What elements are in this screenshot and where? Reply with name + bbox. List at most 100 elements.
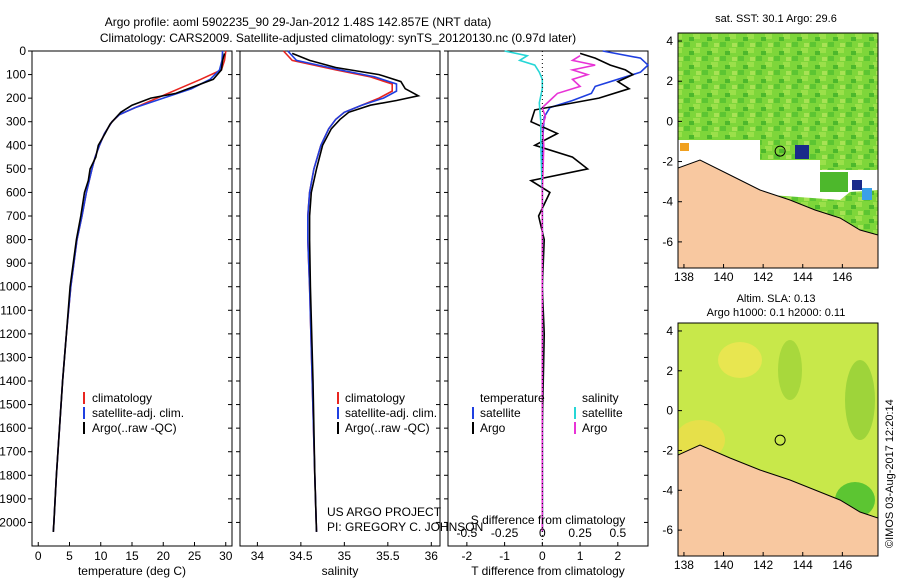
y-tick-label: 1600 [0, 421, 26, 435]
map-y-tick-label: 4 [666, 34, 673, 48]
legend-title-temperature: temperature [480, 391, 545, 405]
argo-position-marker [774, 434, 786, 446]
map-y-tick-label: -2 [662, 443, 673, 457]
y-tick-label: 600 [6, 185, 26, 199]
temperature-plot-frame [31, 50, 233, 547]
temperature-xlabel: temperature (deg C) [78, 564, 186, 578]
difference-xlabel-top: S difference from climatology [471, 513, 626, 527]
title-line1: Argo profile: aoml 5902235_90 29-Jan-201… [105, 15, 491, 29]
legend-title-salinity: salinity [582, 391, 619, 405]
map-x-tick-label: 140 [714, 270, 734, 284]
y-tick-label: 0 [19, 44, 26, 58]
sla-map-title2: Argo h1000: 0.1 h2000: 0.11 [707, 307, 846, 319]
series-s-satellite [504, 50, 544, 532]
y-tick-label: 100 [6, 68, 26, 82]
map-y-tick-label: -6 [662, 523, 673, 537]
y-tick-label: 700 [6, 209, 26, 223]
s-tick-label: 0 [539, 526, 546, 540]
y-tick-label: 800 [6, 233, 26, 247]
sst-land [678, 159, 878, 268]
s-tick-label: 0.25 [568, 526, 592, 540]
x-tick-label: -1 [499, 549, 510, 563]
y-tick-label: 1300 [0, 350, 26, 364]
difference-plot-frame [447, 50, 649, 547]
series-argo-raw-qc- [52, 53, 226, 532]
map-y-tick-label: 0 [666, 114, 673, 128]
legend-label-climatology: climatology [345, 391, 405, 405]
title-line2: Climatology: CARS2009. Satellite-adjuste… [100, 31, 576, 45]
map-y-tick-label: 0 [666, 404, 673, 418]
y-tick-label: 1500 [0, 398, 26, 412]
salinity-plot-frame [239, 50, 441, 547]
sla-low [778, 340, 802, 400]
map-x-tick-label: 142 [753, 270, 773, 284]
x-tick-label: 1 [577, 549, 584, 563]
salinity-xlabel: salinity [322, 564, 359, 578]
sst-cold-cell [862, 188, 872, 200]
series-climatology [282, 50, 394, 532]
map-x-tick-label: 138 [674, 270, 694, 284]
y-tick-label: 200 [6, 91, 26, 105]
legend-label-s-argo: Argo [582, 421, 608, 435]
y-tick-label: 300 [6, 115, 26, 129]
sla-high [718, 342, 762, 378]
map-y-tick-label: -4 [662, 195, 673, 209]
argo-position-marker [774, 145, 786, 157]
legend-label-satellite: satellite-adj. clim. [345, 406, 437, 420]
x-tick-label: 10 [94, 549, 108, 563]
y-tick-label: 1000 [0, 280, 26, 294]
series-climatology [52, 50, 227, 532]
x-tick-label: 34 [251, 549, 265, 563]
x-tick-label: 35.5 [376, 549, 400, 563]
sst-map-frame [677, 32, 879, 269]
x-tick-label: 34.5 [289, 549, 313, 563]
y-tick-label: 1900 [0, 492, 26, 506]
x-tick-label: 15 [125, 549, 139, 563]
salinity-plot: 34 34.5 35 35.5 36 [236, 50, 440, 563]
legend-label-s-satellite: satellite [582, 406, 623, 420]
x-tick-label: 0 [35, 549, 42, 563]
salinity-legend: climatology satellite-adj. clim. Argo(..… [337, 391, 437, 435]
legend-label-argo: Argo(..raw -QC) [92, 421, 177, 435]
map-y-tick-label: 4 [666, 324, 673, 338]
map-x-tick-label: 146 [832, 270, 852, 284]
series-t-satellite [541, 50, 650, 532]
legend-label-argo: Argo(..raw -QC) [345, 421, 430, 435]
map-y-tick-label: 2 [666, 364, 673, 378]
temperature-legend: climatology satellite-adj. clim. Argo(..… [83, 391, 184, 435]
y-tick-label: 400 [6, 138, 26, 152]
x-tick-label: 2 [614, 549, 621, 563]
legend-label-t-argo: Argo [480, 421, 506, 435]
map-x-tick-label: 144 [793, 270, 813, 284]
temperature-plot: 0100200300400500600700800900100011001200… [0, 44, 233, 563]
y-tick-label: 1700 [0, 445, 26, 459]
legend-label-satellite: satellite-adj. clim. [92, 406, 184, 420]
legend-label-climatology: climatology [92, 391, 152, 405]
sla-low [845, 360, 875, 440]
series-s-argo [541, 55, 596, 532]
y-tick-label: 1400 [0, 374, 26, 388]
x-tick-label: 30 [219, 549, 233, 563]
map-x-tick-label: 144 [793, 558, 813, 572]
x-tick-label: 36 [425, 549, 439, 563]
sst-cold-cell [795, 145, 809, 159]
credit-pi: PI: GREGORY C. JOHNSON [327, 520, 483, 534]
x-tick-label: 25 [188, 549, 202, 563]
map-axes: 138 140 142 144 146 4 2 0 -2 -4 -6 138 140 142 144 146 4… [662, 34, 852, 572]
map-x-tick-label: 142 [753, 558, 773, 572]
map-x-tick-label: 138 [674, 558, 694, 572]
s-tick-label: 0.5 [609, 526, 626, 540]
x-tick-label: 0 [539, 549, 546, 563]
sst-cold-cell [852, 180, 862, 190]
map-y-tick-label: -4 [662, 483, 673, 497]
series-t-argo [528, 52, 635, 532]
x-tick-label: 5 [66, 549, 73, 563]
difference-xlabel: T difference from climatology [471, 564, 625, 578]
sst-warm-cell [680, 143, 689, 151]
map-x-tick-label: 146 [832, 558, 852, 572]
y-tick-label: 1200 [0, 327, 26, 341]
map-y-tick-label: -2 [662, 155, 673, 169]
imos-stamp: ©IMOS 03-Aug-2017 12:20:14 [884, 399, 896, 548]
sst-coastal-cells [820, 172, 848, 192]
